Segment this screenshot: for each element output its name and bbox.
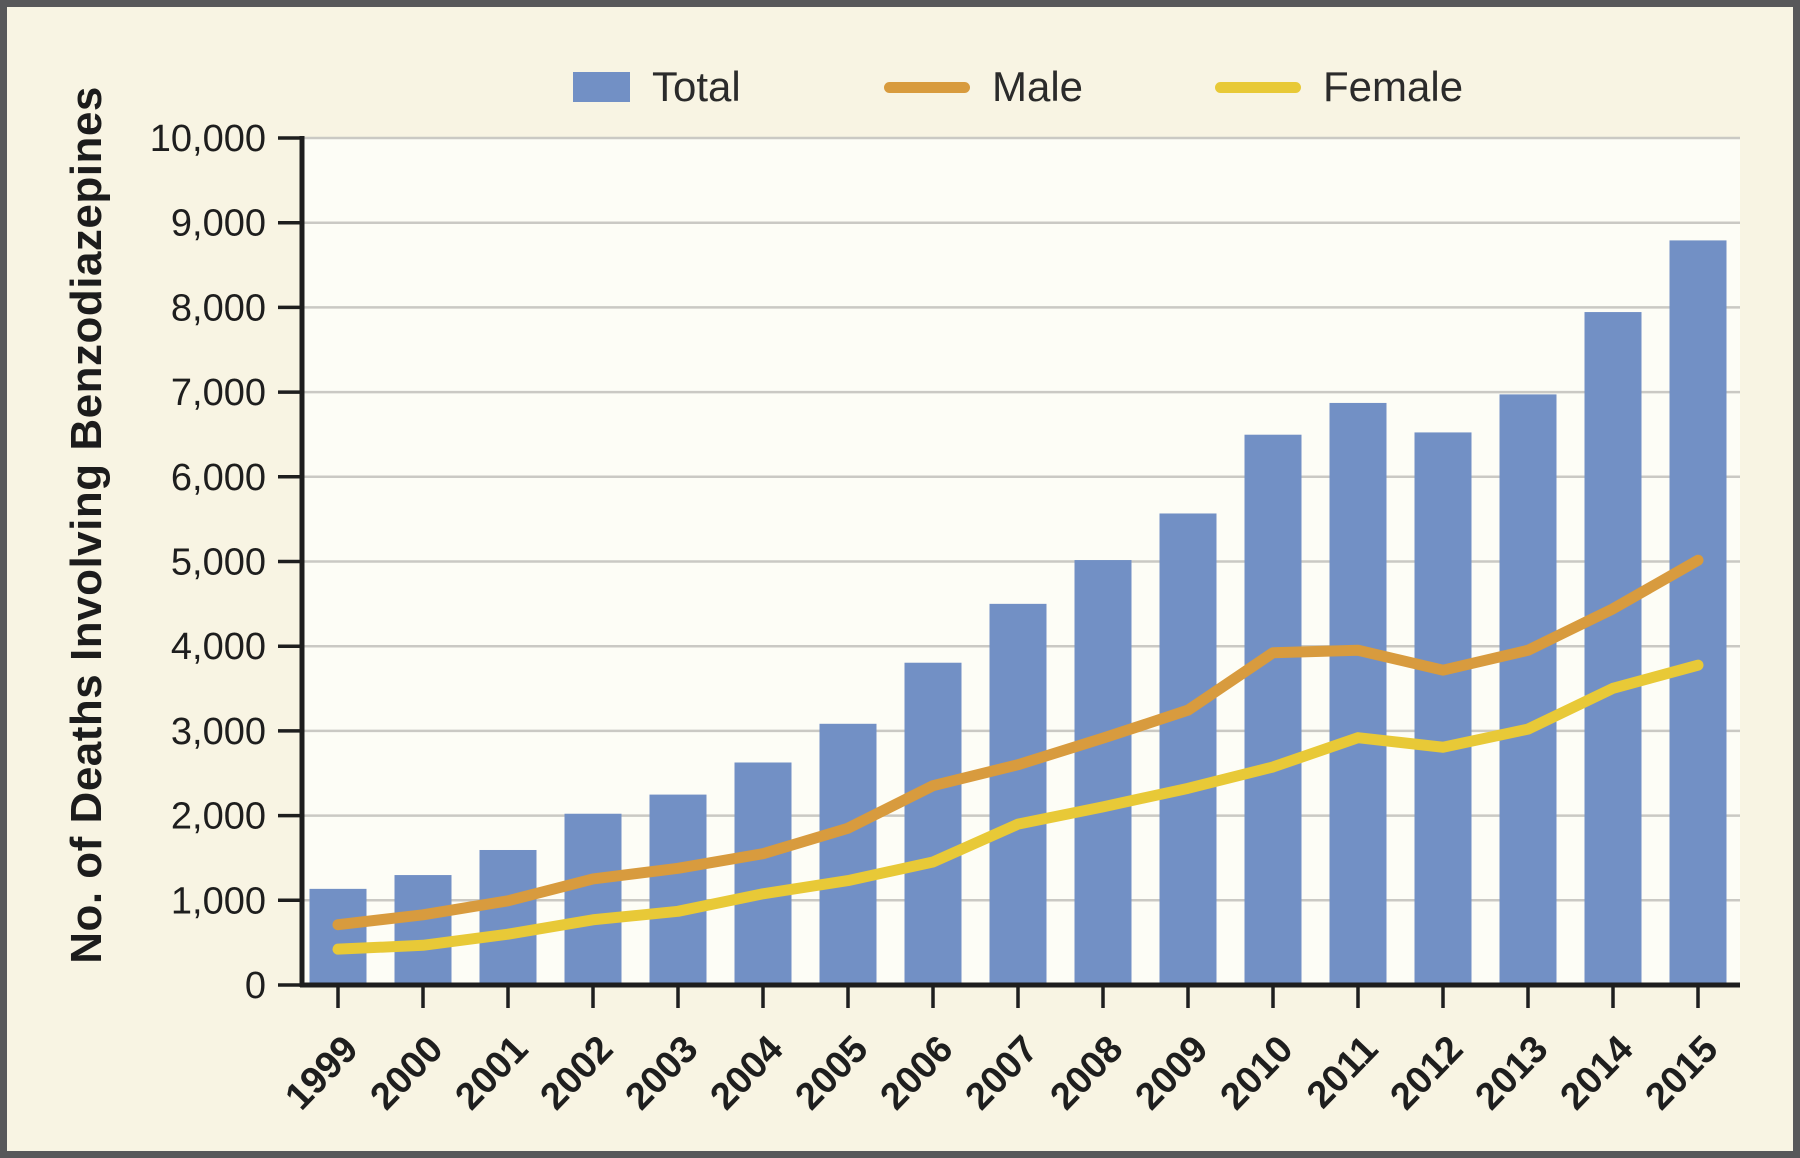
- female-line: [332, 659, 1704, 955]
- x-tick-label-2014: 2014: [1553, 1028, 1642, 1118]
- total-bar-swatch-icon: [573, 72, 630, 102]
- bar-2013: [1499, 394, 1557, 985]
- bar-2011: [1329, 402, 1387, 985]
- bar-2000: [394, 875, 452, 985]
- x-tick-label-2004: 2004: [703, 1028, 792, 1118]
- bar-2008: [1074, 560, 1132, 985]
- bar-2007: [989, 603, 1047, 985]
- x-tick-label-2012: 2012: [1383, 1028, 1472, 1118]
- y-tick-label-0: 0: [245, 965, 266, 1007]
- legend-label-total: Total: [652, 63, 741, 110]
- bar-2004: [734, 762, 792, 985]
- x-tick-label-2001: 2001: [448, 1028, 537, 1118]
- legend-label-female: Female: [1323, 63, 1464, 110]
- benzodiazepine-deaths-chart: 0 1,000 2,000 3,000 4,000 5,000 6,000 7,000 8,00…: [150, 118, 1740, 1118]
- bar-2002: [564, 813, 622, 985]
- bar-1999: [309, 888, 367, 985]
- y-tick-label-10000: 10,000: [150, 118, 266, 160]
- x-tick-label-2010: 2010: [1213, 1028, 1302, 1118]
- bar-2015: [1669, 240, 1727, 986]
- bar-2001: [479, 849, 537, 985]
- x-tick-label-2000: 2000: [363, 1028, 452, 1118]
- y-tick-label-8000: 8,000: [171, 287, 266, 329]
- y-tick-label-4000: 4,000: [171, 626, 266, 668]
- bar-2014: [1584, 312, 1642, 986]
- x-tick-label-2005: 2005: [788, 1028, 877, 1118]
- bar-2006: [904, 662, 962, 985]
- chart-legend: Total Male Female: [7, 63, 1793, 111]
- x-tick-label-2015: 2015: [1638, 1028, 1727, 1118]
- male-line: [332, 554, 1704, 931]
- bar-2003: [649, 794, 707, 985]
- bar-2010: [1244, 434, 1302, 985]
- legend-item-male: Male: [884, 63, 1083, 111]
- x-tick-label-1999: 1999: [278, 1028, 367, 1118]
- legend-label-male: Male: [992, 63, 1084, 110]
- x-tick-label-2003: 2003: [618, 1028, 707, 1118]
- x-tick-label-2006: 2006: [873, 1028, 962, 1118]
- x-tick-label-2009: 2009: [1128, 1028, 1217, 1118]
- y-tick-label-6000: 6,000: [171, 457, 266, 499]
- y-tick-label-7000: 7,000: [171, 372, 266, 414]
- y-tick-label-2000: 2,000: [171, 796, 266, 838]
- y-tick-label-5000: 5,000: [171, 542, 266, 584]
- legend-item-total: Total: [573, 63, 741, 111]
- female-line-swatch-icon: [1215, 81, 1301, 93]
- male-line-swatch-icon: [884, 81, 970, 93]
- x-tick-label-2008: 2008: [1043, 1028, 1132, 1118]
- y-tick-label-9000: 9,000: [171, 203, 266, 245]
- y-tick-label-3000: 3,000: [171, 711, 266, 753]
- bar-2012: [1414, 432, 1472, 985]
- x-tick-label-2007: 2007: [958, 1028, 1047, 1118]
- x-tick-label-2002: 2002: [533, 1028, 622, 1118]
- bar-2005: [819, 723, 877, 985]
- y-tick-label-1000: 1,000: [171, 880, 266, 922]
- x-tick-label-2013: 2013: [1468, 1028, 1557, 1118]
- bar-2009: [1159, 513, 1217, 985]
- x-tick-label-2011: 2011: [1299, 1028, 1386, 1116]
- legend-item-female: Female: [1215, 63, 1463, 111]
